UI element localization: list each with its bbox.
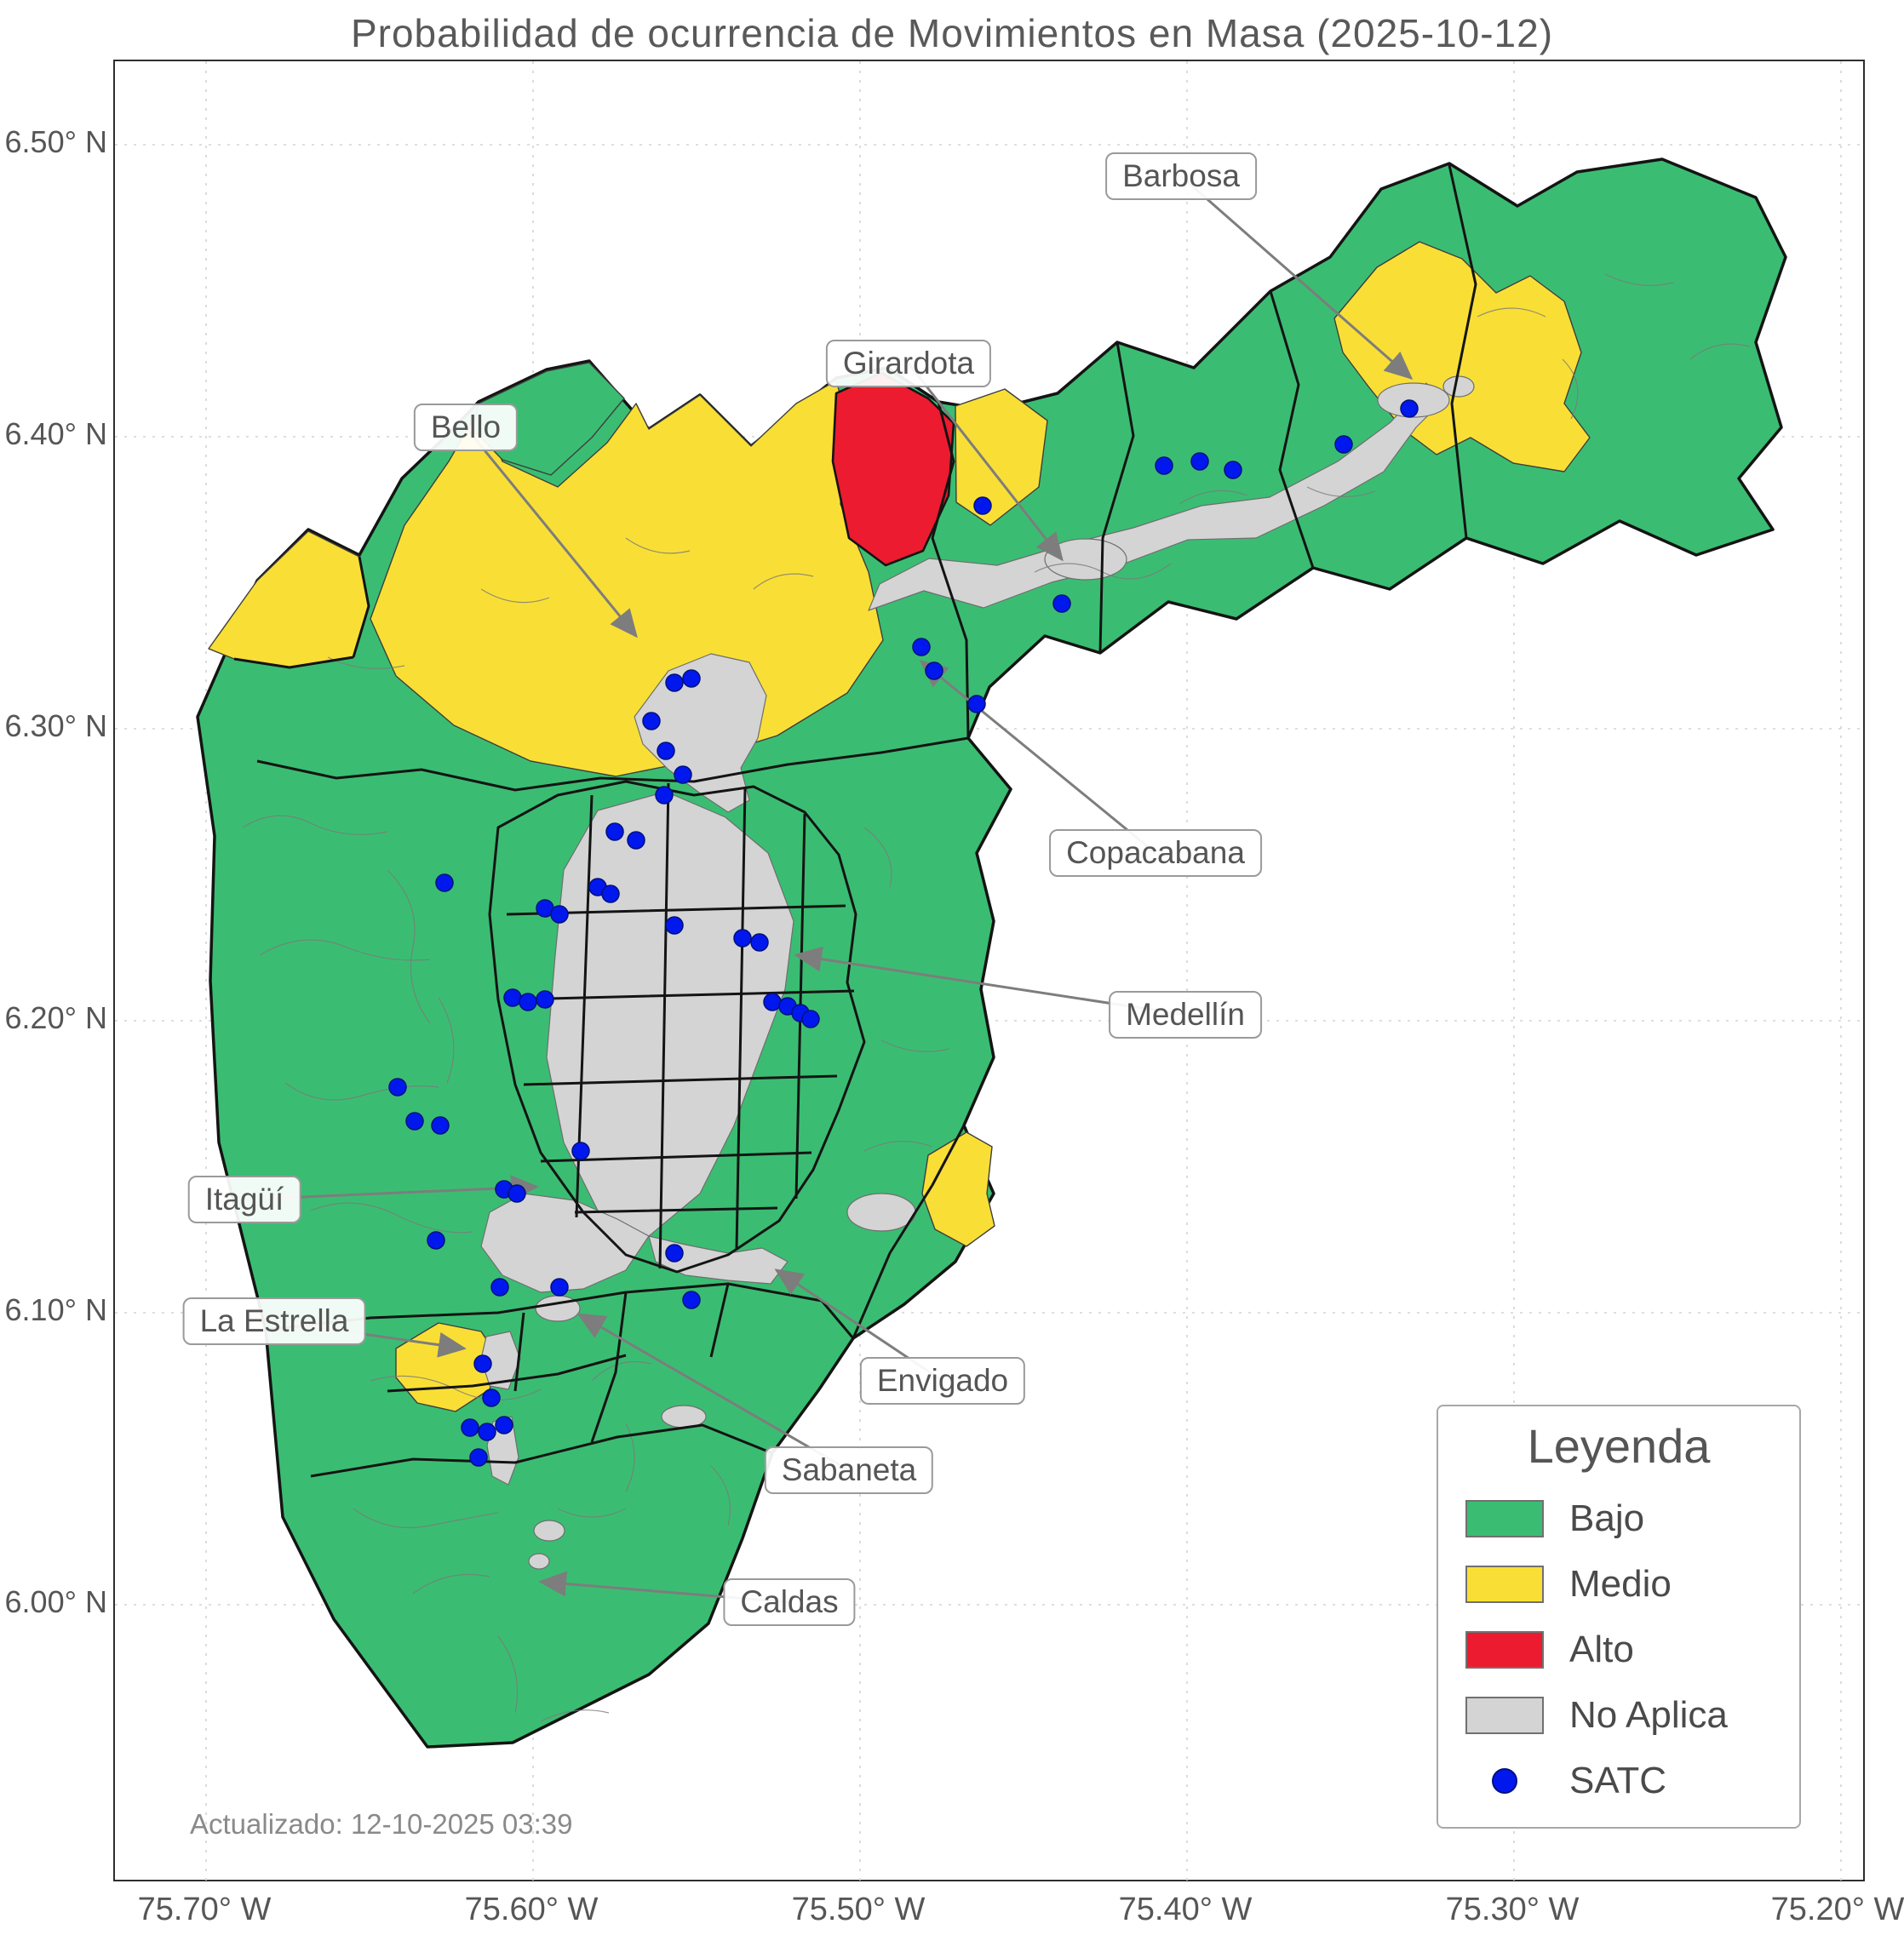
satc-dot xyxy=(763,993,782,1011)
satc-dot-icon xyxy=(1492,1767,1517,1794)
satc-dot xyxy=(473,1354,492,1373)
satc-dot xyxy=(1155,456,1173,475)
satc-dot xyxy=(508,1184,526,1203)
x-tick-label: 75.70° W xyxy=(137,1892,272,1927)
satc-dot xyxy=(478,1423,496,1441)
satc-dot xyxy=(655,786,674,804)
satc-dot xyxy=(674,765,692,784)
satc-dot xyxy=(682,669,701,688)
satc-dot xyxy=(601,885,620,903)
annotation-arrow xyxy=(576,1313,850,1472)
y-tick-label: 6.40° N xyxy=(4,416,107,451)
satc-dot xyxy=(435,873,454,892)
annotation-arrow xyxy=(907,363,1064,562)
y-tick-label: 6.20° N xyxy=(4,1000,107,1035)
satc-dot xyxy=(388,1078,407,1096)
y-tick-label: 6.50° N xyxy=(4,124,107,159)
satc-dot xyxy=(495,1416,513,1434)
satc-dot xyxy=(665,673,684,692)
satc-dot xyxy=(1224,461,1242,479)
satc-dot xyxy=(519,993,537,1011)
satc-dot xyxy=(427,1231,445,1250)
satc-dot xyxy=(665,916,684,935)
satc-dot xyxy=(571,1142,590,1160)
satc-dot xyxy=(665,1244,684,1263)
y-tick-label: 6.30° N xyxy=(4,708,107,743)
satc-dot xyxy=(1334,435,1353,454)
satc-dot xyxy=(973,496,992,515)
satc-dot xyxy=(490,1278,509,1297)
satc-dot xyxy=(750,933,769,952)
satc-dot xyxy=(431,1116,450,1135)
satc-dot xyxy=(550,905,569,924)
satc-dot xyxy=(1052,594,1071,613)
legend-title: Leyenda xyxy=(1527,1419,1711,1473)
satc-dot xyxy=(682,1291,701,1309)
satc-dot xyxy=(405,1112,424,1131)
updated-text: Actualizado: 12-10-2025 03:39 xyxy=(190,1808,573,1840)
x-tick-label: 75.20° W xyxy=(1770,1892,1904,1927)
legend-label: Alto xyxy=(1569,1628,1634,1670)
x-tick-label: 75.60° W xyxy=(464,1892,599,1927)
zones-no-aplica xyxy=(480,375,1475,1570)
vereda-lines xyxy=(242,273,1751,1722)
legend-label: Medio xyxy=(1569,1562,1672,1605)
x-tick-label: 75.30° W xyxy=(1445,1892,1580,1927)
annotation-arrows xyxy=(244,175,1414,1604)
satc-dot xyxy=(469,1448,488,1467)
legend-label: SATC xyxy=(1569,1759,1667,1801)
satc-dot xyxy=(642,712,661,730)
municipal-boundaries xyxy=(233,164,1477,1478)
legend-item-noaplica: No Aplica xyxy=(1438,1682,1799,1748)
x-tick-label: 75.50° W xyxy=(791,1892,926,1927)
satc-dots xyxy=(388,399,1419,1467)
legend-swatch-noaplica xyxy=(1465,1696,1544,1734)
legend-item-satc: SATC xyxy=(1438,1748,1799,1813)
y-tick-label: 6.10° N xyxy=(4,1292,107,1327)
y-tick-label: 6.00° N xyxy=(4,1584,107,1619)
satc-dot xyxy=(605,822,624,841)
satc-dot xyxy=(1400,399,1419,418)
legend-item-medio: Medio xyxy=(1438,1551,1799,1617)
satc-dot xyxy=(657,741,675,760)
legend-swatch-bajo xyxy=(1465,1499,1544,1537)
satc-dot xyxy=(925,661,943,680)
legend-label: No Aplica xyxy=(1569,1693,1728,1736)
legend-swatch-alto xyxy=(1465,1630,1544,1669)
satc-dot xyxy=(550,1278,569,1297)
satc-dot xyxy=(503,988,522,1007)
satc-dot xyxy=(1190,452,1209,471)
legend-item-bajo: Bajo xyxy=(1438,1486,1799,1551)
satc-dot xyxy=(627,831,645,850)
map-layer xyxy=(196,157,1787,1749)
satc-dot xyxy=(482,1388,501,1407)
annotation-arrow xyxy=(1180,175,1414,380)
satc-dot xyxy=(801,1010,820,1028)
satc-dot xyxy=(967,695,986,713)
x-tick-label: 75.40° W xyxy=(1118,1892,1253,1927)
satc-dot xyxy=(536,990,554,1009)
figure-title: Probabilidad de ocurrencia de Movimiento… xyxy=(350,11,1554,55)
legend-item-alto: Alto xyxy=(1438,1617,1799,1682)
satc-dot xyxy=(733,929,752,948)
map-canvas xyxy=(115,61,1867,1883)
legend-label: Bajo xyxy=(1569,1497,1645,1539)
legend-swatch-satc-holder xyxy=(1465,1762,1544,1800)
legend: Leyenda Bajo Medio Alto No Aplica SATC xyxy=(1437,1405,1801,1829)
annotation-arrow xyxy=(464,427,638,638)
satc-dot xyxy=(461,1418,479,1437)
plot-frame: Barbosa Girardota Bello Copacabana Medellín I… xyxy=(113,60,1867,1883)
annotation-arrow xyxy=(919,660,1156,855)
legend-swatch-medio xyxy=(1465,1565,1544,1603)
satc-dot xyxy=(912,638,931,656)
